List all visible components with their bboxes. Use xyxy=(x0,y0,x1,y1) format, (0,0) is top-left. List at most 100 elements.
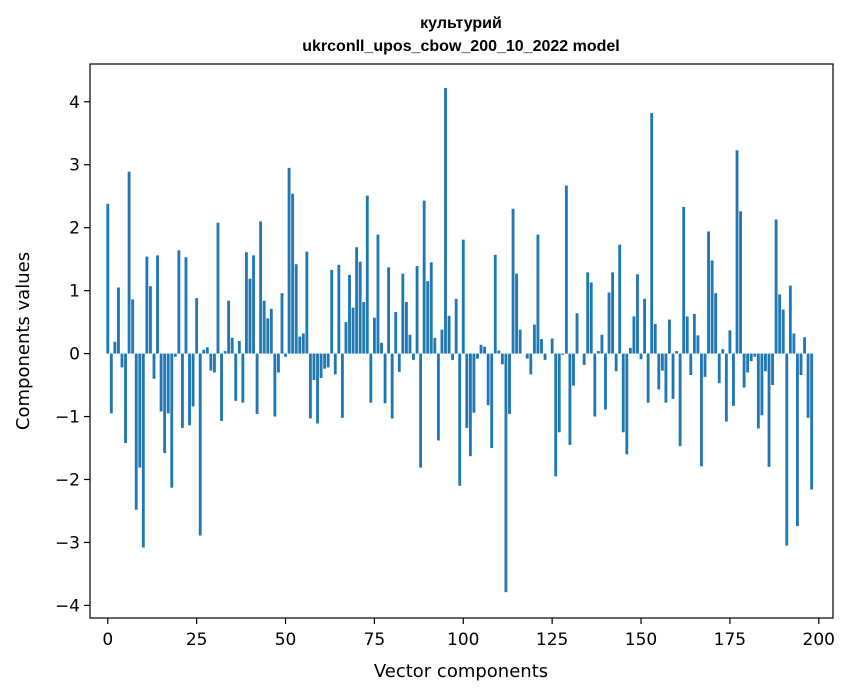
bar-143 xyxy=(614,353,618,372)
bar-174 xyxy=(724,353,728,422)
bar-20 xyxy=(177,250,181,354)
bar-180 xyxy=(746,353,750,373)
bar-29 xyxy=(209,353,213,371)
bar-130 xyxy=(568,353,572,445)
bar-48 xyxy=(276,353,280,373)
bar-65 xyxy=(337,264,341,354)
bar-112 xyxy=(504,353,508,593)
bar-159 xyxy=(671,353,675,399)
bar-64 xyxy=(333,353,337,375)
bar-110 xyxy=(497,350,501,354)
bar-18 xyxy=(170,353,174,488)
bar-52 xyxy=(291,193,295,354)
bar-42 xyxy=(255,353,259,415)
bar-103 xyxy=(472,353,476,413)
x-tick-label-150: 150 xyxy=(625,630,657,650)
bar-125 xyxy=(550,338,554,354)
x-tick-label-100: 100 xyxy=(447,630,479,650)
bar-51 xyxy=(287,167,291,354)
bar-129 xyxy=(564,185,568,354)
bar-91 xyxy=(429,262,433,354)
bar-146 xyxy=(625,353,629,455)
bar-100 xyxy=(461,239,465,354)
bar-164 xyxy=(689,353,693,375)
bar-194 xyxy=(796,353,799,527)
bar-191 xyxy=(785,353,789,546)
bar-152 xyxy=(646,353,650,403)
bar-28 xyxy=(205,347,209,354)
bar-153 xyxy=(650,113,654,354)
bar-60 xyxy=(319,353,323,379)
bars-group xyxy=(106,87,814,593)
bar-82 xyxy=(397,353,401,372)
bar-67 xyxy=(344,322,348,354)
bar-187 xyxy=(771,353,774,386)
bar-72 xyxy=(362,301,366,354)
bar-54 xyxy=(298,336,302,354)
bar-12 xyxy=(149,286,152,354)
bar-4 xyxy=(120,353,124,368)
bar-106 xyxy=(483,346,487,354)
bar-192 xyxy=(788,285,792,354)
bar-149 xyxy=(636,274,639,354)
bar-26 xyxy=(198,353,202,536)
bar-115 xyxy=(515,273,519,354)
bar-120 xyxy=(532,324,536,354)
x-axis-label: Vector components xyxy=(374,661,548,682)
bar-158 xyxy=(668,319,671,354)
bar-16 xyxy=(163,353,167,454)
bar-170 xyxy=(710,260,714,354)
bar-63 xyxy=(330,269,334,354)
bar-70 xyxy=(355,247,359,354)
x-tick-label-175: 175 xyxy=(714,630,746,650)
bar-89 xyxy=(422,200,426,354)
bar-121 xyxy=(536,234,540,354)
bar-160 xyxy=(675,351,678,354)
bar-150 xyxy=(639,353,643,360)
bar-131 xyxy=(572,353,575,386)
y-tick-label--4: −4 xyxy=(55,596,80,616)
bar-162 xyxy=(682,206,686,354)
y-axis-ticks: −4 −3 −2 −1 0 1 2 3 4 xyxy=(55,93,90,616)
bar-134 xyxy=(582,353,586,365)
bar-198 xyxy=(810,353,814,490)
bar-154 xyxy=(653,324,657,354)
bar-127 xyxy=(557,353,561,433)
bar-119 xyxy=(529,353,533,375)
bar-177 xyxy=(735,150,739,354)
bar-147 xyxy=(628,347,632,354)
bar-98 xyxy=(454,298,458,354)
bar-95 xyxy=(444,87,447,354)
bar-24 xyxy=(191,353,195,407)
chart-title-line1: культурий xyxy=(420,15,502,32)
bar-176 xyxy=(732,353,735,406)
bar-5 xyxy=(124,353,127,443)
bar-83 xyxy=(401,273,405,354)
bar-148 xyxy=(632,316,636,354)
bar-169 xyxy=(707,231,710,354)
bar-111 xyxy=(500,353,504,365)
x-axis-ticks: 0 25 50 75 100 125 150 175 200 xyxy=(102,618,835,650)
bar-14 xyxy=(156,255,159,354)
bar-140 xyxy=(604,353,607,410)
bar-145 xyxy=(621,353,625,433)
bar-196 xyxy=(803,337,806,354)
bar-184 xyxy=(760,353,764,416)
bar-136 xyxy=(589,282,593,354)
bar-36 xyxy=(234,353,238,401)
bar-56 xyxy=(305,251,309,354)
bar-173 xyxy=(721,349,725,354)
bar-126 xyxy=(554,353,558,477)
bar-57 xyxy=(308,353,312,419)
bar-43 xyxy=(259,221,263,354)
bar-137 xyxy=(593,353,597,417)
bar-39 xyxy=(245,252,248,354)
bar-157 xyxy=(664,353,668,403)
chart-title-line2: ukrconll_upos_cbow_200_10_2022 model xyxy=(302,38,619,55)
bar-87 xyxy=(415,266,419,354)
bar-73 xyxy=(365,195,369,354)
bar-165 xyxy=(692,313,696,354)
bar-9 xyxy=(138,353,142,468)
x-tick-label-75: 75 xyxy=(364,630,386,650)
bar-188 xyxy=(774,219,778,354)
